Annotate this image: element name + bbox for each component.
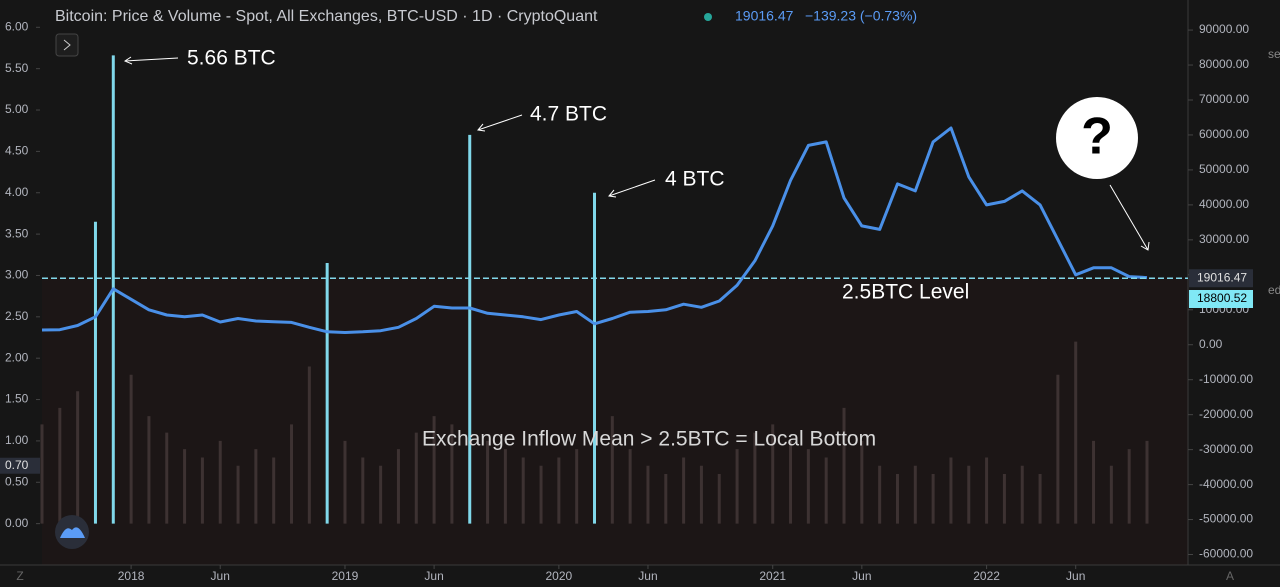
y-tick-label: 1.50 <box>5 392 29 406</box>
edge-text: ed <box>1268 283 1280 297</box>
question-bubble <box>1056 97 1138 179</box>
plot <box>40 55 1149 524</box>
y2-tick-label: 80000.00 <box>1199 57 1249 71</box>
x-tick-label: Jun <box>211 569 230 583</box>
annotation: 2.5BTC Level <box>842 281 969 304</box>
y2-tick-label: -50000.00 <box>1199 512 1253 526</box>
chevron <box>63 39 71 51</box>
y2-tick-label: 0.00 <box>1199 337 1223 351</box>
y-tick-label: 2.50 <box>5 309 29 323</box>
y-tick-label: 1.00 <box>5 433 29 447</box>
expand-button[interactable] <box>55 33 79 57</box>
y2-tick-label: 70000.00 <box>1199 92 1249 106</box>
plot-tint <box>42 277 1188 565</box>
y-marker: 0.70 <box>5 458 29 472</box>
y2-tick-label: 60000.00 <box>1199 127 1249 141</box>
right-button[interactable]: A <box>1226 569 1234 583</box>
price-marker: 18800.52 <box>1197 291 1247 305</box>
edge-text: se <box>1268 47 1280 61</box>
y-tick-label: 2.00 <box>5 350 29 364</box>
x-tick-label: Jun <box>638 569 657 583</box>
price-marker-bg <box>1189 290 1253 309</box>
status-dot <box>704 13 712 21</box>
y-tick-label: 6.00 <box>5 19 29 33</box>
annotation: 4.7 BTC <box>530 103 607 126</box>
question-mark: ? <box>1081 108 1113 166</box>
y2-tick-label: -30000.00 <box>1199 442 1253 456</box>
y-tick-label: 3.50 <box>5 226 29 240</box>
y2-tick-label: -40000.00 <box>1199 477 1253 491</box>
y2-tick-label: -10000.00 <box>1199 372 1253 386</box>
x-tick-label: Jun <box>852 569 871 583</box>
y-tick-label: 3.00 <box>5 268 29 282</box>
y-tick-label: 5.50 <box>5 61 29 75</box>
x-tick-label: 2020 <box>546 569 573 583</box>
arrow <box>123 56 179 65</box>
y-marker-bg <box>0 457 40 474</box>
x-tick-label: 2022 <box>973 569 1000 583</box>
y2-tick-label: 90000.00 <box>1199 22 1249 36</box>
y2-tick-label: -20000.00 <box>1199 407 1253 421</box>
y2-tick-label: 50000.00 <box>1199 162 1249 176</box>
x-tick-label: 2018 <box>118 569 145 583</box>
chart-title: Bitcoin: Price & Volume - Spot, All Exch… <box>55 8 598 25</box>
annotation: 5.66 BTC <box>187 47 276 70</box>
y-tick-label: 0.50 <box>5 474 29 488</box>
y-tick-label: 4.50 <box>5 144 29 158</box>
price-change: −139.23 (−0.73%) <box>805 8 917 24</box>
price-line <box>41 126 1148 334</box>
price-marker: 19016.47 <box>1197 270 1247 284</box>
x-tick-label: 2019 <box>332 569 359 583</box>
y-tick-label: 4.00 <box>5 185 29 199</box>
arrow <box>477 114 523 132</box>
arrow <box>608 179 656 198</box>
y2-tick-label: -60000.00 <box>1199 547 1253 561</box>
y2-tick-label: 30000.00 <box>1199 232 1249 246</box>
y-tick-label: 0.00 <box>5 516 29 530</box>
price-marker-bg <box>1189 269 1253 288</box>
x-tick-label: Jun <box>1066 569 1085 583</box>
annotation: 4 BTC <box>665 168 725 191</box>
left-button[interactable]: Z <box>16 569 23 583</box>
x-tick-label: Jun <box>424 569 443 583</box>
arrow <box>1109 184 1150 251</box>
logo-mark <box>60 527 85 538</box>
x-tick-label: 2021 <box>759 569 786 583</box>
last-price: 19016.47 <box>735 8 794 24</box>
y-tick-label: 5.00 <box>5 102 29 116</box>
annotation: Exchange Inflow Mean > 2.5BTC = Local Bo… <box>422 428 876 451</box>
y2-tick-label: 40000.00 <box>1199 197 1249 211</box>
